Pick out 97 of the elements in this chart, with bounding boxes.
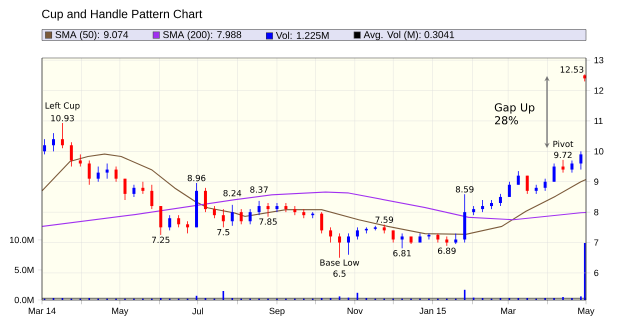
annotation: 6.89 <box>438 248 456 254</box>
candlestick <box>481 200 484 213</box>
candlestick <box>52 132 55 152</box>
candlestick <box>141 181 144 194</box>
candlestick <box>159 206 162 236</box>
candlestick <box>329 226 332 243</box>
legend-label: Avg. Vol (M): 0.3041 <box>364 30 454 40</box>
annotation: 8.96 <box>188 174 206 182</box>
candlestick <box>114 166 118 182</box>
annotation: Left Cup <box>46 102 80 110</box>
annotation: Gap Up 28% <box>494 103 534 124</box>
candlestick <box>70 142 73 167</box>
y-tick-label: 11 <box>594 118 603 124</box>
x-tick-label: Nov <box>348 308 363 314</box>
candlestick <box>346 233 350 256</box>
candlestick <box>150 184 154 210</box>
x-tick-label: Mar 14 <box>28 308 56 314</box>
candlestick <box>248 208 252 225</box>
candlestick <box>392 230 395 243</box>
candlestick <box>302 208 306 219</box>
candlestick <box>472 206 476 216</box>
annotation: 7.25 <box>152 236 170 244</box>
x-tick-label: Sep <box>269 308 285 316</box>
candlestick <box>222 208 225 228</box>
annotation: 7.85 <box>259 218 277 225</box>
annotation: 8.24 <box>223 190 242 196</box>
candlestick <box>427 233 430 240</box>
annotation: 9.72 <box>554 152 572 158</box>
x-tick-label: May <box>578 308 594 316</box>
candlestick <box>338 233 342 258</box>
annotation: 10.93 <box>51 114 74 122</box>
annotation: 8.37 <box>250 186 268 193</box>
annotation: Pivot <box>553 140 574 148</box>
candlestick <box>96 166 100 182</box>
y-tick-label: 9 <box>594 178 598 185</box>
candlestick <box>132 184 136 198</box>
y-tick-label: 6 <box>594 270 598 276</box>
x-tick-label: Mar <box>501 308 516 314</box>
candlestick <box>436 233 440 243</box>
candlestick <box>356 226 359 240</box>
y-tick-label: 7 <box>594 239 598 246</box>
candlestick <box>60 122 64 149</box>
annotation: 6.5 <box>333 270 346 277</box>
candlestick <box>230 204 234 226</box>
candlestick <box>562 159 565 174</box>
chart-title: Cup and Handle Pattern Chart <box>42 9 202 21</box>
candlestick <box>508 181 511 198</box>
candlestick <box>204 187 207 213</box>
legend-label: SMA (200): 7.988 <box>163 30 242 40</box>
candlestick <box>364 226 368 234</box>
candlestick <box>177 214 180 228</box>
candlestick <box>516 170 520 186</box>
candlestick <box>275 202 278 213</box>
annotation: 8.59 <box>456 186 474 193</box>
candlestick <box>212 206 216 219</box>
x-tick-label: Jan 15 <box>419 308 446 314</box>
candlestick <box>454 233 458 244</box>
y-tick-label: 10 <box>594 148 604 155</box>
candlestick <box>124 178 127 200</box>
candlestick <box>106 163 109 180</box>
annotation: 7.59 <box>376 216 394 223</box>
y2-tick-label: 0.0M <box>14 296 34 304</box>
candlestick <box>552 163 556 182</box>
candlestick <box>88 160 91 186</box>
candlestick <box>579 150 582 170</box>
candlestick <box>445 236 448 246</box>
y-tick-label: 12 <box>594 87 604 94</box>
y-tick-label: 13 <box>594 56 604 64</box>
y-tick-label: 8 <box>594 208 598 216</box>
candlestick <box>490 200 494 210</box>
line-series <box>41 192 587 227</box>
legend-label: Vol: 1.225M <box>276 32 329 39</box>
x-tick-label: Jul <box>192 308 203 314</box>
annotation: 12.53 <box>560 66 584 73</box>
y2-tick-label: 10.0M <box>10 236 34 244</box>
annotation: Base Low <box>320 259 360 266</box>
candlestick <box>544 178 547 192</box>
x-tick-label: May <box>112 308 128 316</box>
annotation: 7.5 <box>217 229 230 236</box>
candlestick <box>43 138 46 155</box>
candlestick <box>320 212 324 234</box>
candlestick <box>258 200 261 216</box>
candlestick <box>186 220 190 234</box>
candlestick <box>240 208 243 225</box>
candlestick <box>498 193 502 206</box>
annotation: 6.81 <box>393 250 411 256</box>
candlestick <box>284 202 288 213</box>
legend-label: SMA (50): 9.074 <box>55 30 128 40</box>
y2-tick-label: 5.0M <box>14 266 34 274</box>
candlestick <box>526 175 529 194</box>
candlestick <box>168 214 172 231</box>
candlestick <box>78 154 82 167</box>
candlestick <box>570 160 574 174</box>
candlestick <box>266 202 270 218</box>
candlestick <box>400 233 404 249</box>
candlestick <box>293 206 296 216</box>
candlestick <box>534 184 538 194</box>
